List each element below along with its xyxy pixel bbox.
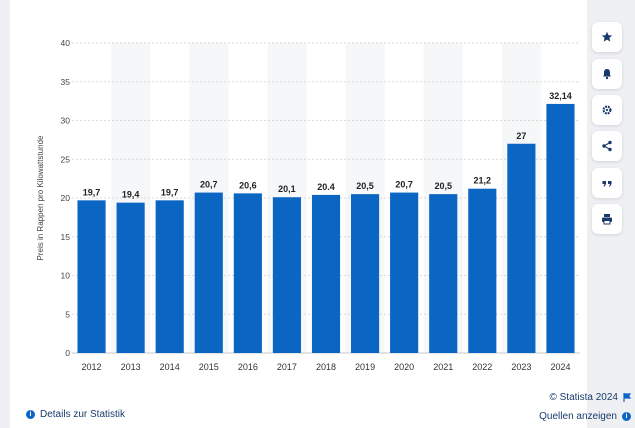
bar xyxy=(546,103,575,353)
bar xyxy=(311,194,341,353)
settings-button[interactable] xyxy=(592,95,622,125)
y-tick-label: 25 xyxy=(61,154,71,164)
bar xyxy=(233,193,262,353)
info-icon: i xyxy=(622,412,631,421)
x-tick-label: 2014 xyxy=(160,362,180,372)
gear-icon xyxy=(602,105,612,115)
data-label: 20.4 xyxy=(317,182,335,192)
data-label: 20,7 xyxy=(395,180,413,190)
chart-card: 0 5 10 15 20 25 30 35 40 Preis in Rappen pro Kilo… xyxy=(10,0,587,428)
x-tick-label: 2021 xyxy=(433,362,453,372)
y-tick-label: 15 xyxy=(61,232,71,242)
bar xyxy=(194,192,223,353)
bar xyxy=(429,194,458,353)
x-tick-label: 2024 xyxy=(550,362,570,372)
data-label: 20,7 xyxy=(200,180,218,190)
quote-icon xyxy=(602,181,612,187)
x-tick-label: 2013 xyxy=(121,362,141,372)
x-tick-label: 2023 xyxy=(511,362,531,372)
cite-button[interactable] xyxy=(592,168,622,198)
favorite-button[interactable] xyxy=(592,22,622,52)
bar xyxy=(116,202,145,353)
data-label: 20,5 xyxy=(356,181,374,191)
bar xyxy=(77,200,106,353)
y-tick-label: 5 xyxy=(65,309,70,319)
bar xyxy=(155,200,184,353)
data-label: 27 xyxy=(516,131,526,141)
y-tick-label: 10 xyxy=(61,271,71,281)
data-label: 20,5 xyxy=(434,181,452,191)
print-icon xyxy=(602,214,612,225)
x-tick-label: 2022 xyxy=(472,362,492,372)
x-tick-label: 2012 xyxy=(82,362,102,372)
data-label: 19,7 xyxy=(83,187,101,197)
share-icon xyxy=(602,140,612,152)
details-label: Details zur Statistik xyxy=(40,409,126,420)
statista-credit[interactable]: © Statista 2024 xyxy=(549,392,631,403)
y-axis-label: Preis in Rappen pro Kilowattstunde xyxy=(36,135,45,261)
x-tick-label: 2018 xyxy=(316,362,336,372)
print-button[interactable] xyxy=(592,204,622,234)
x-tick-label: 2016 xyxy=(238,362,258,372)
data-label: 19,4 xyxy=(122,190,140,200)
x-tick-label: 2020 xyxy=(394,362,414,372)
x-tick-label: 2015 xyxy=(199,362,219,372)
data-label: 20,1 xyxy=(278,184,296,194)
x-tick-label: 2017 xyxy=(277,362,297,372)
sidebar xyxy=(590,0,635,428)
bar xyxy=(468,188,497,353)
info-icon: i xyxy=(26,410,35,419)
share-button[interactable] xyxy=(592,131,622,161)
data-label: 21,2 xyxy=(474,176,492,186)
y-tick-label: 35 xyxy=(61,77,71,87)
data-label: 32,14 xyxy=(549,91,572,101)
bell-icon xyxy=(603,69,611,80)
bar xyxy=(272,197,301,353)
data-label: 19,7 xyxy=(161,187,179,197)
y-tick-label: 30 xyxy=(61,116,71,126)
y-tick-label: 0 xyxy=(65,348,70,358)
bar-chart: 0 5 10 15 20 25 30 35 40 Preis in Rappen pro Kilo… xyxy=(36,38,580,372)
star-icon xyxy=(601,31,613,42)
data-label: 20,6 xyxy=(239,180,257,190)
y-tick-label: 40 xyxy=(61,38,71,48)
notification-button[interactable] xyxy=(592,59,622,89)
bar xyxy=(507,143,536,353)
bar xyxy=(390,192,419,353)
flag-icon xyxy=(623,393,631,402)
credit-label: © Statista 2024 xyxy=(549,392,618,403)
sources-link[interactable]: Quellen anzeigen i xyxy=(539,411,631,422)
details-link[interactable]: i Details zur Statistik xyxy=(26,409,125,420)
x-tick-label: 2019 xyxy=(355,362,375,372)
bar xyxy=(351,194,380,353)
y-tick-label: 20 xyxy=(61,193,71,203)
sources-label: Quellen anzeigen xyxy=(539,411,617,422)
